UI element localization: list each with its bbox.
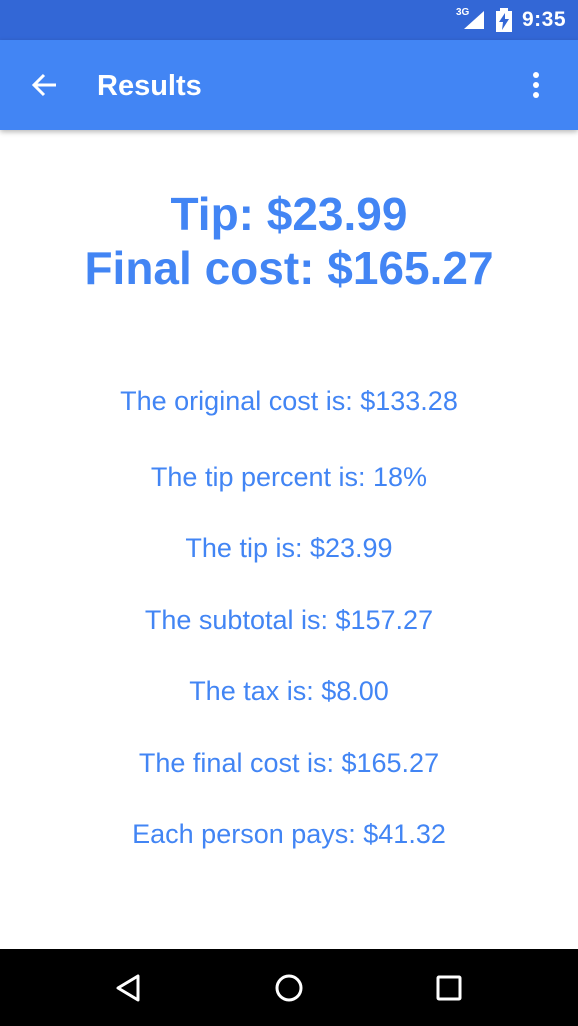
page-title: Results [97, 70, 202, 102]
back-button[interactable] [24, 64, 66, 106]
tip-percent-text: The tip percent is: 18% [150, 462, 428, 492]
battery-charging-icon [495, 8, 512, 32]
network-type-label: 3G [455, 7, 470, 18]
nav-home-button[interactable] [261, 963, 317, 1013]
home-circle-icon [274, 973, 304, 1003]
nav-back-button[interactable] [100, 963, 156, 1013]
tax-text: The tax is: $8.00 [189, 676, 389, 706]
status-icons: 3G 9:35 [456, 0, 566, 40]
clock: 9:35 [521, 8, 566, 31]
back-triangle-icon [114, 973, 142, 1003]
nav-recents-button[interactable] [421, 963, 477, 1013]
signal-icon: 3G [455, 7, 486, 31]
overflow-menu-button[interactable] [516, 64, 556, 106]
subtotal-text: The subtotal is: $157.27 [144, 605, 434, 635]
tip-headline: Tip: $23.99 [170, 188, 408, 240]
navigation-bar [0, 949, 578, 1026]
arrow-back-icon [31, 71, 59, 99]
tip-amount-text: The tip is: $23.99 [185, 533, 393, 563]
original-cost-text: The original cost is: $133.28 [120, 386, 458, 416]
recents-square-icon [436, 975, 462, 1001]
final-cost-text: The final cost is: $165.27 [138, 748, 440, 778]
final-cost-headline: Final cost: $165.27 [84, 242, 494, 294]
app-bar: Results [0, 40, 578, 130]
status-bar: 3G 9:35 [0, 0, 578, 40]
per-person-text: Each person pays: $41.32 [132, 819, 446, 849]
more-vert-icon [532, 71, 540, 99]
